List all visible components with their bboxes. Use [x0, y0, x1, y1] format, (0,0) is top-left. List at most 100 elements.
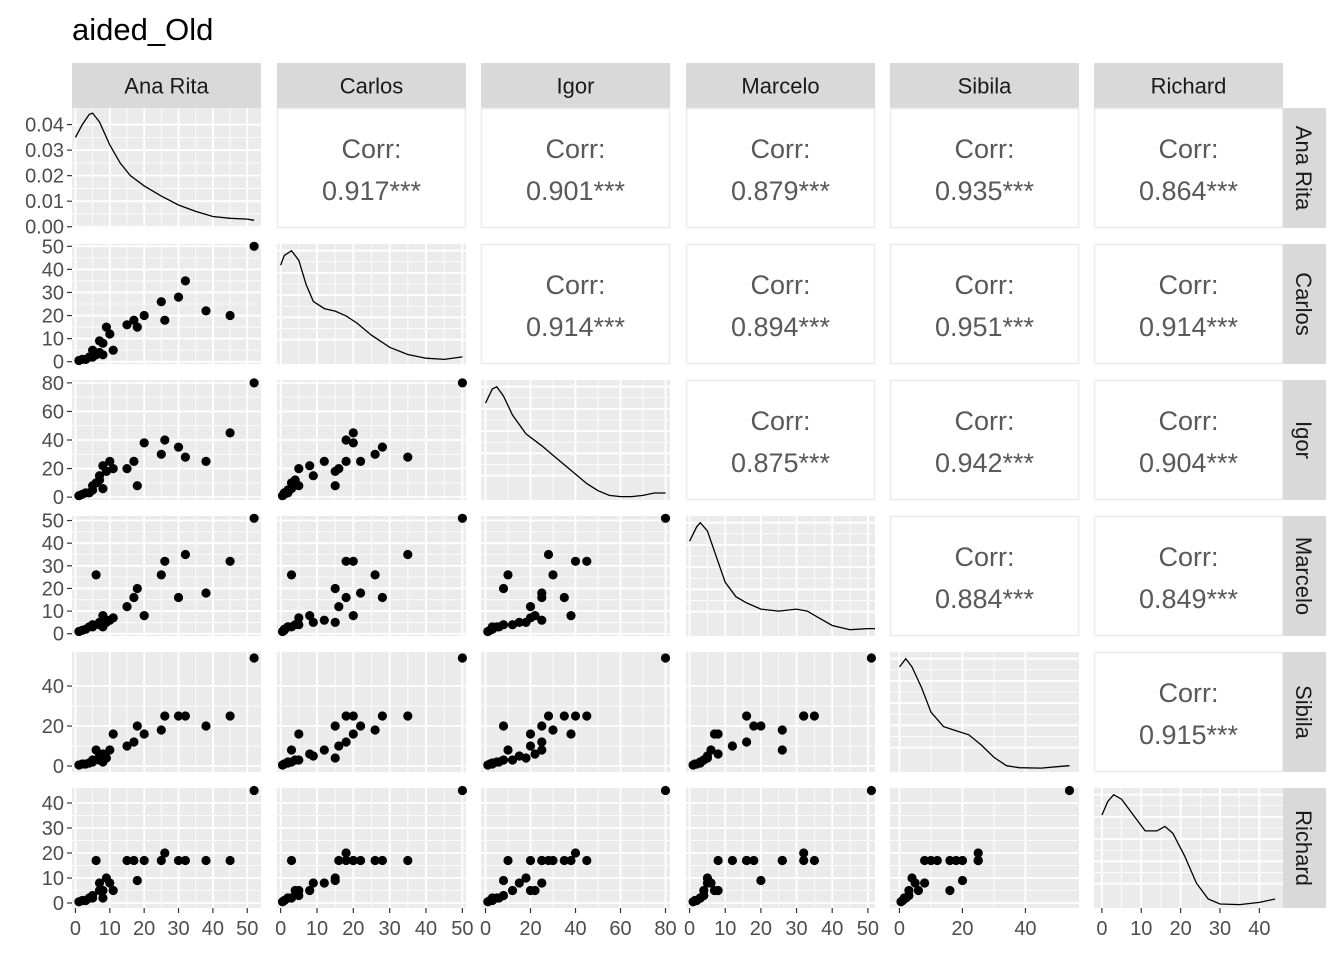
scatter-point: [377, 592, 387, 603]
scatter-point: [525, 602, 536, 612]
scatter-point: [294, 464, 304, 474]
scatter-point: [348, 438, 358, 448]
density-line: [484, 385, 666, 498]
scatter-point: [122, 464, 132, 474]
x-tick-label: 20: [1170, 918, 1192, 940]
y-tick-label: 20: [42, 578, 64, 600]
x-tick-label: 20: [951, 918, 973, 940]
x-tick-label: 10: [714, 918, 736, 940]
scatter-point: [156, 855, 166, 866]
y-tick-label: 60: [42, 401, 64, 423]
scatter-point: [132, 481, 142, 491]
scatter-point: [403, 452, 413, 462]
scatter-point: [341, 737, 351, 747]
panel-sibila-ana-rita: 0 20 40: [42, 652, 261, 778]
corr-label: Corr:: [546, 134, 606, 164]
panel-carlos-richard: Corr: 0.914***: [1093, 243, 1284, 365]
corr-value: 0.879***: [731, 176, 831, 206]
row-strip-bg: [1282, 244, 1326, 364]
scatter-point: [88, 755, 98, 765]
scatter-point: [543, 549, 554, 560]
y-tick-label: 10: [42, 601, 64, 623]
corr-label: Corr:: [1159, 134, 1219, 164]
corr-value: 0.875***: [731, 448, 831, 478]
scatter-point: [139, 438, 149, 448]
scatter-point: [742, 737, 752, 747]
x-tick-label: 30: [379, 918, 401, 940]
y-tick-label: 10: [42, 868, 64, 890]
scatter-point: [973, 855, 983, 866]
corr-panel-bg: [1093, 379, 1284, 501]
column-strip-sibila: Sibila: [890, 63, 1079, 108]
scatter-point: [139, 310, 149, 321]
corr-value: 0.901***: [526, 176, 626, 206]
scatter-point: [122, 741, 132, 751]
panel-igor-ana-rita: 0 20 40 60 80: [42, 373, 261, 509]
column-strip-bg: [890, 63, 1079, 108]
scatter-point: [225, 556, 235, 566]
corr-value: 0.935***: [935, 176, 1035, 206]
x-tick-label: 30: [1209, 918, 1231, 940]
y-tick-label: 0.01: [25, 191, 64, 213]
corr-label: Corr:: [751, 406, 811, 436]
scatter-point: [98, 611, 108, 621]
y-tick-label: 10: [42, 329, 64, 351]
x-tick-label: 10: [99, 918, 121, 940]
scatter-point: [180, 549, 190, 560]
scatter-point: [901, 893, 911, 903]
scatter-point: [286, 745, 297, 755]
scatter-point: [457, 378, 467, 388]
scatter-point: [334, 464, 344, 474]
y-tick-label: 80: [42, 373, 64, 395]
scatter-point: [713, 729, 723, 739]
panel-sibila-richard: Corr: 0.915***: [1093, 651, 1284, 773]
x-tick-label: 40: [1248, 918, 1270, 940]
scatter-point: [108, 464, 118, 474]
scatter-point: [122, 602, 132, 612]
scatter-point: [566, 729, 576, 739]
panel-grid: Ana Rita Carlos Igor Marcelo Sibila Richard An…: [25, 63, 1326, 940]
panel-marcelo-richard: Corr: 0.849***: [1093, 515, 1284, 637]
scatter-point: [330, 481, 340, 491]
y-tick-label: 30: [42, 556, 64, 578]
y-tick-label: 40: [42, 533, 64, 555]
scatter-point: [173, 292, 184, 302]
scatter-point: [377, 855, 387, 866]
corr-label: Corr:: [342, 134, 402, 164]
scatter-point: [809, 711, 820, 721]
scatter-point: [101, 322, 111, 332]
scatter-point: [543, 855, 554, 866]
panel-richard-carlos: 0 10 20 30 40 50: [275, 785, 473, 940]
corr-panel-bg: [1093, 243, 1284, 365]
scatter-point: [777, 725, 787, 735]
x-tick-label: 20: [133, 918, 155, 940]
scatter-point: [660, 785, 671, 796]
scatter-point: [525, 613, 536, 623]
scatter-point: [160, 711, 170, 721]
scatter-point: [132, 583, 142, 594]
corr-value: 0.849***: [1139, 584, 1239, 614]
scatter-point: [777, 745, 787, 755]
corr-value: 0.914***: [1139, 312, 1239, 342]
scatter-point: [756, 721, 766, 731]
scatter-point: [507, 885, 518, 896]
scatter-point: [180, 855, 190, 866]
corr-value: 0.917***: [322, 176, 422, 206]
scatter-point: [319, 456, 329, 466]
scatter-point: [94, 878, 105, 888]
panel-bg: [890, 652, 1079, 772]
scatter-point: [305, 461, 315, 471]
scatter-point: [156, 297, 166, 307]
panel-sibila-carlos: [277, 652, 467, 772]
row-strip-label: Igor: [1291, 421, 1316, 459]
scatter-point: [799, 711, 809, 721]
row-strip-label: Sibila: [1291, 685, 1316, 740]
scatter-point: [403, 711, 413, 721]
scatter-point: [537, 745, 547, 755]
scatter-point: [559, 711, 569, 721]
panel-marcelo-marcelo: [686, 516, 875, 636]
scatter-point: [319, 878, 329, 888]
x-tick-label: 0: [275, 918, 286, 940]
scatter-point: [330, 721, 340, 731]
scatter-point: [866, 785, 877, 796]
